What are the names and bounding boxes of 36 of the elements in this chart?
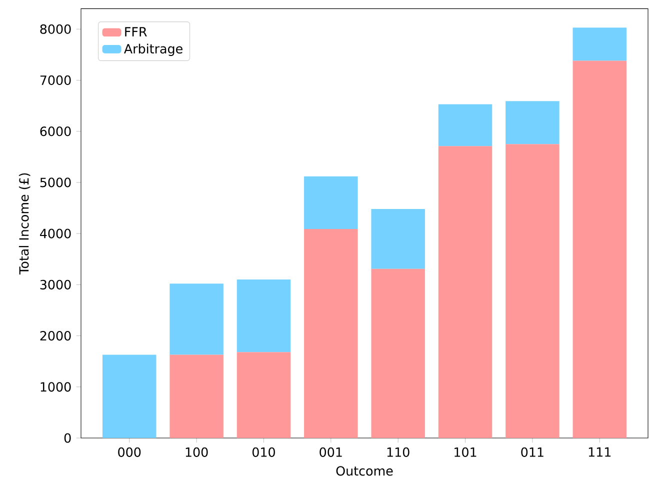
x-tick-label: 110 xyxy=(387,447,410,457)
y-axis-title: Total Income (£) xyxy=(18,173,30,274)
legend-label: FFR xyxy=(125,27,147,36)
bar xyxy=(170,354,224,438)
y-tick-label: 2000 xyxy=(40,330,71,341)
y-tick-label: 6000 xyxy=(40,126,71,136)
y-tick-label: 8000 xyxy=(40,24,71,34)
bar xyxy=(371,209,425,269)
x-tick-label: 011 xyxy=(521,447,544,457)
x-tick-label: 101 xyxy=(454,447,476,457)
y-tick-label: 4000 xyxy=(40,228,71,238)
y-tick-label: 5000 xyxy=(40,178,71,188)
x-tick-label: 111 xyxy=(588,447,611,457)
bar xyxy=(102,354,156,438)
bar xyxy=(236,280,291,352)
y-tick-label: 0 xyxy=(64,433,71,443)
bar xyxy=(572,28,626,61)
bar xyxy=(438,104,492,146)
x-axis-title: Outcome xyxy=(336,466,393,476)
bar xyxy=(506,101,560,144)
bar xyxy=(438,146,492,438)
x-tick-label: 100 xyxy=(186,447,208,457)
bar xyxy=(371,268,425,438)
y-tick-label: 1000 xyxy=(40,382,71,392)
bar xyxy=(304,176,358,229)
y-tick-label: 3000 xyxy=(40,280,71,290)
bar xyxy=(170,284,224,355)
x-tick-label: 001 xyxy=(320,447,342,457)
bar xyxy=(236,352,291,438)
bar xyxy=(506,144,560,438)
x-tick-label: 000 xyxy=(118,447,141,457)
bar xyxy=(304,228,358,438)
bar xyxy=(572,60,626,438)
x-tick-label: 010 xyxy=(252,447,275,457)
legend-label: Arbitrage xyxy=(124,44,182,56)
y-tick-label: 7000 xyxy=(40,75,71,86)
